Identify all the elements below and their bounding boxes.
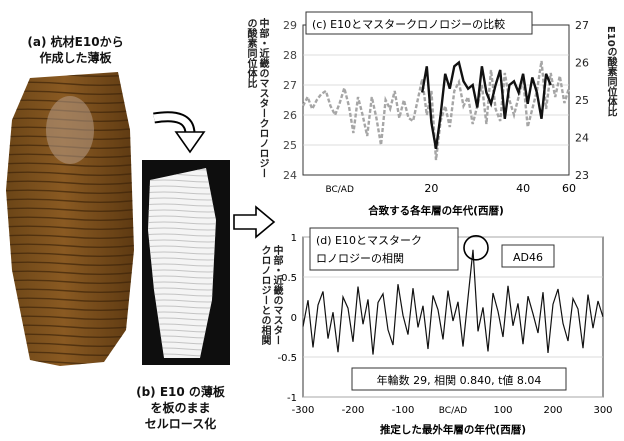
chart-c-ylabel-left-line2: の酸素同位体比 [245,18,256,88]
chart-c-ylabel-right-text: E10の酸素同位体比 [605,26,616,117]
chart-c-series [301,60,571,161]
chart-d-ytick: 0.5 [281,273,297,284]
chart-c-series-0-line [301,60,571,161]
chart-d-series [302,249,604,355]
chart-c-ytick-right: 23 [575,169,589,182]
chart-d-xtick: -200 [342,405,365,416]
chart-c-series-1-line [421,60,552,150]
chart-d-xtick: -300 [292,405,315,416]
chart-c-ytick-right: 27 [575,19,589,32]
cellulose-slice-photo [142,160,230,365]
chart-c-ytick-left: 29 [283,19,297,32]
chart-d-stats-text: 年輪数 29, 相関 0.840, t値 8.04 [377,373,542,387]
chart-c-xlabel: 合致する各年層の年代(西暦) [367,204,504,217]
chart-c-ytick-left: 25 [283,139,297,152]
chart-d-title-line1: (d) E10とマスターク [316,234,422,247]
chart-c-yticks-left: 24 25 26 27 28 29 [283,19,297,182]
chart-c-yticks-right: 23 24 25 26 27 [575,19,589,182]
chart-c-xtick: 40 [516,182,530,195]
panel-b-caption-line1: (b) E10 の薄板 [136,385,225,399]
panel-a-caption-line2: 作成した薄板 [39,51,112,65]
curved-arrow-icon [153,111,206,154]
chart-c-xticks: BC/AD 20 40 60 [325,182,576,195]
chart-d-peak-label-box [501,244,555,268]
chart-c-ytick-left: 24 [283,169,297,182]
chart-c-ytick-left: 28 [283,49,297,62]
chart-c-ytick-right: 26 [575,57,589,70]
chart-c-xtick: 20 [424,182,438,195]
chart-c-xtick: BC/AD [325,185,353,195]
panel-b-caption: (b) E10 の薄板 を板のまま セルロース化 [118,384,243,432]
chart-d-xtick: 200 [543,405,562,416]
chart-c-title: (c) E10とマスタークロノロジーの比較 [312,17,505,31]
chart-c-ylabel-left: 中部・近畿のマスタークロノロジー の酸素同位体比 [244,18,268,183]
chart-d-xtick: BC/AD [439,406,467,416]
wood-slice-photo [6,72,134,366]
panel-b-caption-line3: セルロース化 [144,417,217,431]
chart-d-title-box [309,227,459,271]
chart-d-xtick: 100 [493,405,512,416]
chart-d-xticks: -300 -200 -100 BC/AD 100 200 300 [292,405,613,416]
chart-c-ytick-right: 24 [575,132,589,145]
panel-b-caption-line2: を板のまま [150,401,211,415]
chart-d-ylabel: 中部・近畿のマスター クロノロジーとの相関 [258,245,282,395]
chart-d-yticks: -1 -0.5 0 0.5 1 [277,233,297,404]
chart-d-peak-label: AD46 [513,251,543,264]
chart-c-title-box [305,11,533,35]
chart-d-peak-marker [463,235,489,261]
chart-c-ytick-right: 25 [575,94,589,107]
chart-d-ytick: 1 [291,233,297,244]
chart-d-ytick: -1 [287,393,297,404]
chart-d-ylabel-line2: クロノロジーとの相関 [259,245,270,345]
chart-c-xtick: 60 [562,182,576,195]
chart-d-xlabel: 推定した最外年層の年代(西暦) [380,423,526,436]
chart-d-ytick: -0.5 [277,353,297,364]
chart-d-title-line2: ロノロジーの相関 [316,252,404,265]
chart-c-ylabel-left-line1: 中部・近畿のマスタークロノロジー [257,18,268,178]
right-arrow-icon [233,205,276,239]
chart-d-xtick: -100 [392,405,415,416]
chart-c-ylabel-right: E10の酸素同位体比 [604,26,616,176]
chart-d-ylabel-line1: 中部・近畿のマスター [271,245,282,345]
chart-d-stats-box [351,367,567,391]
chart-d-series-line [302,249,604,355]
chart-d-xtick: 300 [593,405,612,416]
chart-c-ytick-left: 26 [283,109,297,122]
chart-d-ytick: 0 [291,313,297,324]
panel-a-caption-line1: (a) 杭材E10から [27,35,124,49]
chart-c-ytick-left: 27 [283,79,297,92]
panel-a-caption: (a) 杭材E10から 作成した薄板 [8,34,143,66]
